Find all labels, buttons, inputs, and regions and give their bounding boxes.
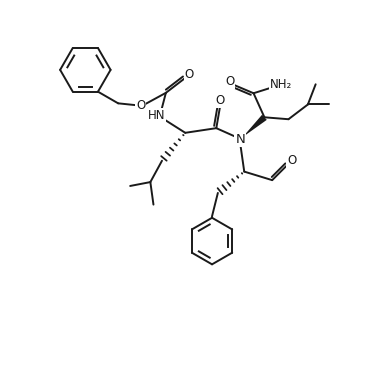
Text: HN: HN xyxy=(147,109,165,122)
Text: O: O xyxy=(185,68,194,81)
Text: O: O xyxy=(216,95,225,107)
Polygon shape xyxy=(243,115,267,137)
Text: NH₂: NH₂ xyxy=(270,78,293,91)
Text: N: N xyxy=(236,133,245,146)
Text: O: O xyxy=(225,75,234,88)
Text: O: O xyxy=(287,154,296,167)
Text: O: O xyxy=(136,99,145,112)
